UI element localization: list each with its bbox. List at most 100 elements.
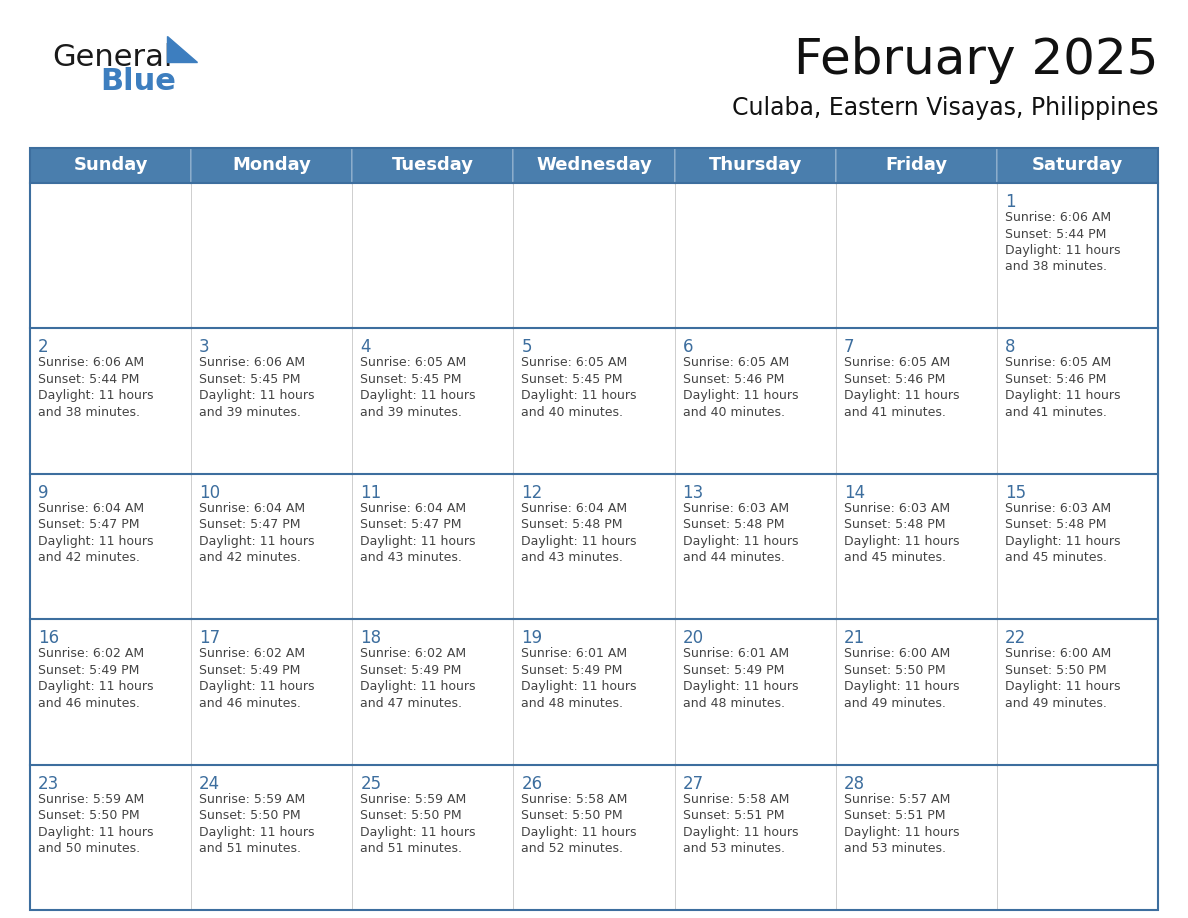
Bar bbox=[353, 620, 513, 765]
Text: 18: 18 bbox=[360, 629, 381, 647]
Text: 20: 20 bbox=[683, 629, 703, 647]
Bar bbox=[997, 620, 1158, 765]
Bar bbox=[997, 183, 1158, 329]
Bar bbox=[997, 765, 1158, 910]
Bar bbox=[30, 474, 191, 620]
Bar bbox=[513, 474, 675, 620]
Text: Sunrise: 6:05 AM
Sunset: 5:46 PM
Daylight: 11 hours
and 41 minutes.: Sunrise: 6:05 AM Sunset: 5:46 PM Dayligh… bbox=[843, 356, 959, 419]
Text: 21: 21 bbox=[843, 629, 865, 647]
Text: 12: 12 bbox=[522, 484, 543, 502]
Text: Sunrise: 6:06 AM
Sunset: 5:44 PM
Daylight: 11 hours
and 38 minutes.: Sunrise: 6:06 AM Sunset: 5:44 PM Dayligh… bbox=[38, 356, 153, 419]
Text: Sunrise: 6:01 AM
Sunset: 5:49 PM
Daylight: 11 hours
and 48 minutes.: Sunrise: 6:01 AM Sunset: 5:49 PM Dayligh… bbox=[683, 647, 798, 710]
Text: Sunrise: 6:05 AM
Sunset: 5:45 PM
Daylight: 11 hours
and 40 minutes.: Sunrise: 6:05 AM Sunset: 5:45 PM Dayligh… bbox=[522, 356, 637, 419]
Bar bbox=[353, 329, 513, 474]
Text: Thursday: Thursday bbox=[708, 156, 802, 174]
Text: 1: 1 bbox=[1005, 193, 1016, 211]
Bar bbox=[191, 620, 353, 765]
Text: 25: 25 bbox=[360, 775, 381, 792]
Text: 14: 14 bbox=[843, 484, 865, 502]
Text: 5: 5 bbox=[522, 339, 532, 356]
Text: Sunrise: 6:03 AM
Sunset: 5:48 PM
Daylight: 11 hours
and 44 minutes.: Sunrise: 6:03 AM Sunset: 5:48 PM Dayligh… bbox=[683, 502, 798, 565]
Text: Sunrise: 6:01 AM
Sunset: 5:49 PM
Daylight: 11 hours
and 48 minutes.: Sunrise: 6:01 AM Sunset: 5:49 PM Dayligh… bbox=[522, 647, 637, 710]
Text: Sunrise: 6:06 AM
Sunset: 5:44 PM
Daylight: 11 hours
and 38 minutes.: Sunrise: 6:06 AM Sunset: 5:44 PM Dayligh… bbox=[1005, 211, 1120, 274]
Bar bbox=[30, 148, 1158, 910]
Bar bbox=[675, 183, 835, 329]
Text: Saturday: Saturday bbox=[1032, 156, 1123, 174]
Text: 13: 13 bbox=[683, 484, 703, 502]
Text: Sunrise: 6:00 AM
Sunset: 5:50 PM
Daylight: 11 hours
and 49 minutes.: Sunrise: 6:00 AM Sunset: 5:50 PM Dayligh… bbox=[1005, 647, 1120, 710]
Text: General: General bbox=[52, 43, 172, 73]
Text: 16: 16 bbox=[38, 629, 59, 647]
Bar bbox=[353, 148, 513, 183]
Text: 3: 3 bbox=[200, 339, 210, 356]
Bar bbox=[835, 474, 997, 620]
Bar bbox=[30, 620, 191, 765]
Bar bbox=[513, 329, 675, 474]
Text: Sunrise: 5:59 AM
Sunset: 5:50 PM
Daylight: 11 hours
and 51 minutes.: Sunrise: 5:59 AM Sunset: 5:50 PM Dayligh… bbox=[360, 792, 475, 855]
Text: Sunrise: 6:06 AM
Sunset: 5:45 PM
Daylight: 11 hours
and 39 minutes.: Sunrise: 6:06 AM Sunset: 5:45 PM Dayligh… bbox=[200, 356, 315, 419]
Bar bbox=[675, 474, 835, 620]
Bar bbox=[191, 765, 353, 910]
Text: Sunrise: 6:03 AM
Sunset: 5:48 PM
Daylight: 11 hours
and 45 minutes.: Sunrise: 6:03 AM Sunset: 5:48 PM Dayligh… bbox=[1005, 502, 1120, 565]
Text: 24: 24 bbox=[200, 775, 220, 792]
Text: Sunrise: 6:02 AM
Sunset: 5:49 PM
Daylight: 11 hours
and 47 minutes.: Sunrise: 6:02 AM Sunset: 5:49 PM Dayligh… bbox=[360, 647, 475, 710]
Text: 15: 15 bbox=[1005, 484, 1026, 502]
Bar bbox=[30, 183, 191, 329]
Text: Sunrise: 5:59 AM
Sunset: 5:50 PM
Daylight: 11 hours
and 51 minutes.: Sunrise: 5:59 AM Sunset: 5:50 PM Dayligh… bbox=[200, 792, 315, 855]
Bar bbox=[835, 329, 997, 474]
Bar bbox=[353, 765, 513, 910]
Bar bbox=[30, 148, 191, 183]
Text: 19: 19 bbox=[522, 629, 543, 647]
Bar bbox=[191, 148, 353, 183]
Text: Sunrise: 6:02 AM
Sunset: 5:49 PM
Daylight: 11 hours
and 46 minutes.: Sunrise: 6:02 AM Sunset: 5:49 PM Dayligh… bbox=[38, 647, 153, 710]
Text: Sunrise: 5:58 AM
Sunset: 5:50 PM
Daylight: 11 hours
and 52 minutes.: Sunrise: 5:58 AM Sunset: 5:50 PM Dayligh… bbox=[522, 792, 637, 855]
Bar bbox=[513, 183, 675, 329]
Text: Sunrise: 5:57 AM
Sunset: 5:51 PM
Daylight: 11 hours
and 53 minutes.: Sunrise: 5:57 AM Sunset: 5:51 PM Dayligh… bbox=[843, 792, 959, 855]
Text: Sunrise: 6:04 AM
Sunset: 5:47 PM
Daylight: 11 hours
and 43 minutes.: Sunrise: 6:04 AM Sunset: 5:47 PM Dayligh… bbox=[360, 502, 475, 565]
Polygon shape bbox=[168, 36, 197, 62]
Bar bbox=[835, 183, 997, 329]
Text: Sunday: Sunday bbox=[74, 156, 147, 174]
Bar bbox=[835, 148, 997, 183]
Text: Monday: Monday bbox=[233, 156, 311, 174]
Text: 27: 27 bbox=[683, 775, 703, 792]
Text: Sunrise: 6:03 AM
Sunset: 5:48 PM
Daylight: 11 hours
and 45 minutes.: Sunrise: 6:03 AM Sunset: 5:48 PM Dayligh… bbox=[843, 502, 959, 565]
Bar bbox=[353, 183, 513, 329]
Text: 10: 10 bbox=[200, 484, 220, 502]
Bar bbox=[675, 148, 835, 183]
Bar bbox=[997, 474, 1158, 620]
Bar bbox=[30, 329, 191, 474]
Text: Sunrise: 6:05 AM
Sunset: 5:45 PM
Daylight: 11 hours
and 39 minutes.: Sunrise: 6:05 AM Sunset: 5:45 PM Dayligh… bbox=[360, 356, 475, 419]
Text: Sunrise: 5:58 AM
Sunset: 5:51 PM
Daylight: 11 hours
and 53 minutes.: Sunrise: 5:58 AM Sunset: 5:51 PM Dayligh… bbox=[683, 792, 798, 855]
Bar bbox=[191, 183, 353, 329]
Text: Friday: Friday bbox=[885, 156, 947, 174]
Bar bbox=[353, 474, 513, 620]
Bar bbox=[191, 474, 353, 620]
Text: 6: 6 bbox=[683, 339, 693, 356]
Text: Sunrise: 6:05 AM
Sunset: 5:46 PM
Daylight: 11 hours
and 40 minutes.: Sunrise: 6:05 AM Sunset: 5:46 PM Dayligh… bbox=[683, 356, 798, 419]
Bar bbox=[513, 765, 675, 910]
Bar bbox=[835, 620, 997, 765]
Bar bbox=[675, 765, 835, 910]
Text: Culaba, Eastern Visayas, Philippines: Culaba, Eastern Visayas, Philippines bbox=[732, 96, 1158, 120]
Text: 28: 28 bbox=[843, 775, 865, 792]
Text: Tuesday: Tuesday bbox=[392, 156, 474, 174]
Text: Wednesday: Wednesday bbox=[536, 156, 652, 174]
Bar bbox=[997, 329, 1158, 474]
Text: 22: 22 bbox=[1005, 629, 1026, 647]
Text: 23: 23 bbox=[38, 775, 59, 792]
Text: Sunrise: 6:05 AM
Sunset: 5:46 PM
Daylight: 11 hours
and 41 minutes.: Sunrise: 6:05 AM Sunset: 5:46 PM Dayligh… bbox=[1005, 356, 1120, 419]
Bar bbox=[513, 148, 675, 183]
Text: Sunrise: 6:00 AM
Sunset: 5:50 PM
Daylight: 11 hours
and 49 minutes.: Sunrise: 6:00 AM Sunset: 5:50 PM Dayligh… bbox=[843, 647, 959, 710]
Text: 26: 26 bbox=[522, 775, 543, 792]
Text: February 2025: February 2025 bbox=[794, 36, 1158, 84]
Text: 8: 8 bbox=[1005, 339, 1016, 356]
Text: 4: 4 bbox=[360, 339, 371, 356]
Text: 2: 2 bbox=[38, 339, 49, 356]
Bar bbox=[835, 765, 997, 910]
Text: 7: 7 bbox=[843, 339, 854, 356]
Text: Sunrise: 6:04 AM
Sunset: 5:47 PM
Daylight: 11 hours
and 42 minutes.: Sunrise: 6:04 AM Sunset: 5:47 PM Dayligh… bbox=[38, 502, 153, 565]
Text: Sunrise: 6:04 AM
Sunset: 5:48 PM
Daylight: 11 hours
and 43 minutes.: Sunrise: 6:04 AM Sunset: 5:48 PM Dayligh… bbox=[522, 502, 637, 565]
Text: Blue: Blue bbox=[100, 68, 176, 96]
Text: Sunrise: 5:59 AM
Sunset: 5:50 PM
Daylight: 11 hours
and 50 minutes.: Sunrise: 5:59 AM Sunset: 5:50 PM Dayligh… bbox=[38, 792, 153, 855]
